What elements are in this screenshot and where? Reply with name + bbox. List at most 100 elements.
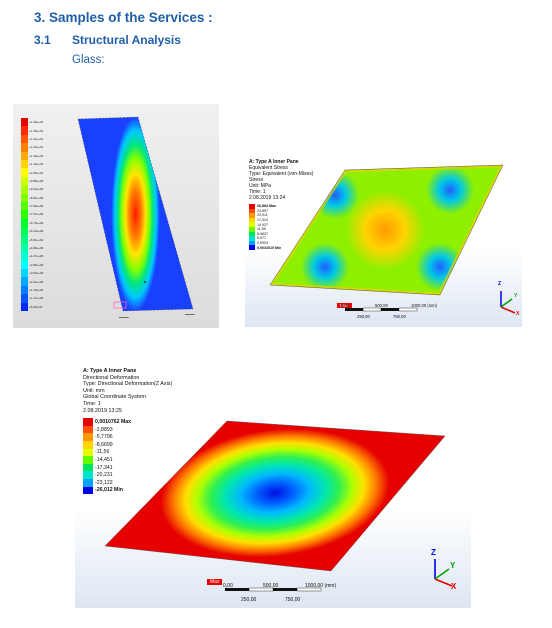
figure-1-legend-row: +9.86e+00 xyxy=(21,176,51,186)
figure-2-legend-value: 23,897 xyxy=(257,208,268,213)
figure-1-legend-swatch xyxy=(21,243,28,253)
figure-2-legend-row: 17,924 xyxy=(249,217,319,223)
figure-2-legend-swatch xyxy=(249,231,255,237)
figure-2-legend-swatch xyxy=(249,222,255,227)
figure-2-scale-750: 750,00 xyxy=(393,314,406,319)
figure-3-title-line: A: Type A Inner Pane xyxy=(83,368,137,374)
figure-2-scale-0: 0,00 xyxy=(341,303,350,308)
figure-1-legend-swatch xyxy=(21,143,28,152)
figure-2-scale-1000: 1000,00 (mm) xyxy=(411,303,438,308)
figure-1-legend-row: +1.31e+01 xyxy=(21,134,51,144)
figure-3-axis-x: X xyxy=(451,582,457,591)
figure-1-legend-swatch xyxy=(21,294,28,303)
svg-text:━━━━: ━━━━ xyxy=(184,312,195,317)
subsection-title: Structural Analysis xyxy=(72,33,181,47)
figure-2-legend-row: 14,937 xyxy=(249,222,319,227)
figure-3-legend-row: -11,56 xyxy=(83,448,193,457)
figure-1-legend-value: +4.27e+00 xyxy=(29,254,44,259)
figure-1-legend-swatch xyxy=(21,218,28,228)
figure-3-max-tag: Max xyxy=(207,579,223,585)
figure-1-legend-row: +3.65e+00 xyxy=(21,260,51,270)
figure-2-legend-swatch xyxy=(249,226,255,232)
figure-2-axis-triad: Z Y X xyxy=(495,281,521,317)
figure-3-legend-swatch xyxy=(83,486,93,495)
figure-1-legend-value: +9.86e+00 xyxy=(29,178,44,183)
figure-1-legend-row: +1.17e+00 xyxy=(21,294,51,303)
figure-1-legend-value: +7.37e+00 xyxy=(29,212,44,217)
figure-2-axis-y: Y xyxy=(514,293,518,299)
subsubsection-heading: Glass: xyxy=(72,54,105,66)
figure-2-legend-swatch xyxy=(249,245,255,250)
figure-1-legend-swatch xyxy=(21,193,28,202)
figure-2-legend: A: Type A Inner Pane Equivalent Stress Typ… xyxy=(249,159,319,250)
figure-3-title-line: Directional Deformation xyxy=(83,374,140,381)
figure-1-legend-swatch xyxy=(21,201,28,211)
figure-3-legend-swatch xyxy=(83,440,93,449)
figure-3-model xyxy=(104,420,446,592)
figure-3-legend: A: Type A Inner Pane Directional Deformat… xyxy=(83,368,193,495)
figure-2-legend-value: 11,95 xyxy=(257,227,266,232)
figure-3-legend-swatch xyxy=(83,471,93,479)
figure-2-legend-row: 11,95 xyxy=(249,226,319,232)
figure-2-legend-row: 23,897 xyxy=(249,208,319,214)
figure-3-legend-swatch xyxy=(83,448,93,457)
figure-2-legend-swatch xyxy=(249,236,255,241)
figure-1-legend-row: +7.37e+00 xyxy=(21,210,51,219)
figure-2-max-tag: Max xyxy=(337,303,352,308)
figure-1-legend-value: +1.79e+00 xyxy=(29,288,44,292)
figure-1-legend-row: +6.13e+00 xyxy=(21,227,51,236)
figure-1-legend-value: +3.03e+00 xyxy=(29,271,44,276)
figure-2-axis-z: Z xyxy=(498,281,502,287)
figure-1-legend-swatch xyxy=(21,210,28,219)
figure-1-legend-row: +3.03e+00 xyxy=(21,269,51,278)
figure-1-legend-swatch xyxy=(21,235,28,244)
figure-1-legend-value: +1.18e+01 xyxy=(29,153,44,158)
figure-2-legend-value: 14,937 xyxy=(257,222,268,227)
figure-2-axis-x: X xyxy=(516,311,520,317)
figure-1-legend-value: +5.50e-01 xyxy=(29,304,43,309)
figure-1-legend-swatch xyxy=(21,185,28,194)
figure-1-legend-swatch xyxy=(21,285,28,295)
figure-2-legend-value: 5,977 xyxy=(257,236,266,241)
figure-1-legend-row: +1.35e+01 xyxy=(21,126,51,135)
figure-2-title-line: Unit: MPa xyxy=(249,183,271,189)
figure-1-model: ━━━━ ━━━━ xyxy=(77,116,195,320)
figure-2-legend-value: 17,924 xyxy=(257,218,268,223)
figure-2-legend-value: 26,884 Max xyxy=(257,204,276,209)
figure-2-title-line: 2.08.2019 13:24 xyxy=(249,195,286,201)
figure-1-legend-swatch xyxy=(21,134,28,144)
figure-2-legend-swatch xyxy=(249,204,255,209)
figure-3-legend-value: -8,6699 xyxy=(95,441,113,448)
subsection-heading: 3.1 Structural Analysis xyxy=(34,33,181,47)
figure-3-legend-row: -8,6699 xyxy=(83,440,193,449)
figure-3-scale-250: 250,00 xyxy=(241,597,257,603)
figure-1-legend-swatch xyxy=(21,151,28,160)
figure-1-legend-swatch xyxy=(21,302,28,311)
figure-2-scale-250: 250,00 xyxy=(357,314,370,319)
figure-2-legend-value: 8,9637 xyxy=(257,231,268,236)
figure-3-legend-value: -5,7796 xyxy=(95,434,113,441)
figure-3-scale-0: 0,00 xyxy=(223,583,233,589)
figure-2-legend-row: 26,884 Max xyxy=(249,204,319,209)
figure-2-legend-swatch xyxy=(249,217,255,223)
figure-1-legend-swatch xyxy=(21,277,28,286)
figure-1-legend-row: +2.41e+00 xyxy=(21,277,51,286)
figure-2-scale-500: 500,00 xyxy=(375,303,388,308)
figure-1-legend-value: +5.51e+00 xyxy=(29,237,44,242)
subsection-number: 3.1 xyxy=(34,33,51,47)
figure-3-legend-value: -14,451 xyxy=(95,456,113,463)
figure-3-scale-750: 750,00 xyxy=(285,597,301,603)
figure-1-legend-swatch xyxy=(21,118,28,127)
figure-3-axis-triad: Z Y X xyxy=(427,548,457,591)
figure-3-directional-deformation: A: Type A Inner Pane Directional Deformat… xyxy=(75,361,471,608)
figure-2-legend-value: 2,9903 xyxy=(257,241,268,246)
figure-3-legend-swatch xyxy=(83,425,93,434)
figure-3-legend-swatch xyxy=(83,418,93,426)
figure-3-legend-value: -20,231 xyxy=(95,472,113,479)
figure-3-axis-z: Z xyxy=(431,548,436,557)
figure-1-legend-row: +6.75e+00 xyxy=(21,218,51,228)
figure-1-legend-value: +1.24e+01 xyxy=(29,145,44,150)
figure-1-legend-value: +6.75e+00 xyxy=(29,220,44,225)
figure-1-legend: +1.39e+01 +1.35e+01 +1.31e+01 +1.24e+01 +1.1… xyxy=(21,118,51,311)
figure-2-legend-swatch xyxy=(249,240,255,246)
